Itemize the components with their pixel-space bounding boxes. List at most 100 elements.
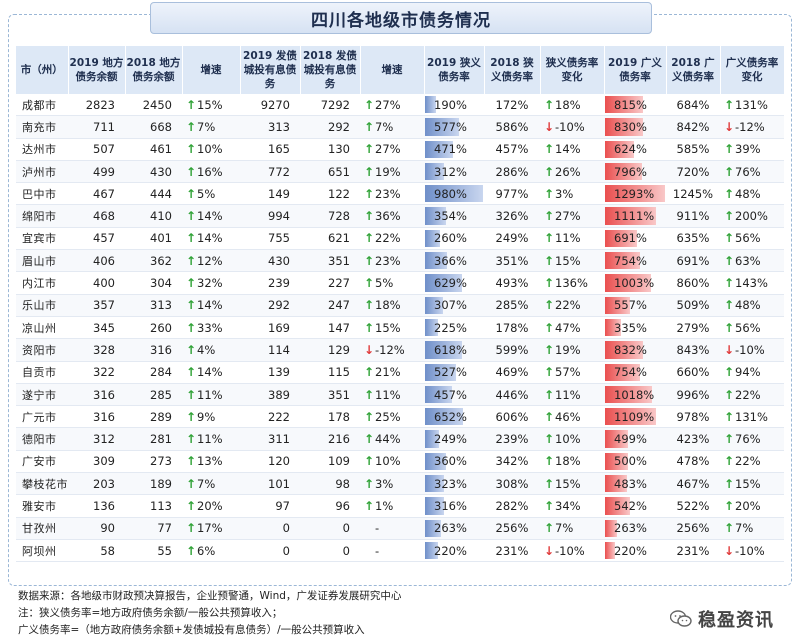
trend-icon: ↑ <box>544 97 555 112</box>
broad-2018: 279% <box>666 316 720 340</box>
ct-2018: 247 <box>300 294 360 317</box>
city-name: 凉山州 <box>16 316 68 340</box>
ct-2018: 7292 <box>300 94 360 117</box>
header-debt2018: 2018 地方债务余额 <box>125 46 183 94</box>
debt-2019: 499 <box>68 160 125 184</box>
trend-icon: ↑ <box>544 231 555 246</box>
growth-cell: ↑11% <box>182 383 240 407</box>
debt-2018: 668 <box>125 115 182 139</box>
trend-icon: ↑ <box>186 119 197 134</box>
trend-icon: ↑ <box>544 209 555 224</box>
narrow-bar <box>425 541 439 560</box>
city-name: 内江市 <box>16 271 68 295</box>
trend-icon: ↑ <box>544 342 555 357</box>
debt-2018: 289 <box>125 405 182 429</box>
growth-value: 36% <box>375 209 401 224</box>
growth-cell: ↑14% <box>182 204 240 228</box>
growth-value: 22% <box>735 387 761 402</box>
broad-bar <box>605 140 634 158</box>
growth-value: 14% <box>197 209 223 224</box>
city-name: 遂宁市 <box>16 383 68 407</box>
ct-2018: 351 <box>300 249 360 273</box>
growth-cell: ↓-10% <box>540 539 604 563</box>
debt-2018: 410 <box>125 204 182 228</box>
narrow-bar <box>425 519 441 537</box>
growth-cell: ↑23% <box>360 182 424 206</box>
narrow-2019-cell: 629% <box>424 271 484 295</box>
growth-cell: ↓-12% <box>360 338 424 362</box>
trend-icon: ↑ <box>364 498 375 513</box>
ct-2018: 130 <box>300 138 360 161</box>
broad-bar <box>605 497 630 515</box>
city-name: 广元市 <box>16 405 68 429</box>
broad-bar <box>605 296 631 314</box>
broad-2019: 335% <box>614 320 647 335</box>
trend-icon: ↑ <box>364 298 375 313</box>
narrow-2018: 446% <box>484 383 540 407</box>
narrow-2019-cell: 316% <box>424 494 484 518</box>
broad-2019-cell: 542% <box>604 494 666 518</box>
broad-2019: 1111% <box>614 209 655 224</box>
narrow-2019: 312% <box>434 164 467 179</box>
growth-cell: ↑136% <box>540 271 604 295</box>
broad-bar <box>605 318 621 337</box>
table-row: 遂宁市 316 285 ↑11% 389 351 ↑11% 457% 446% ↑11% 1018%… <box>16 383 784 407</box>
debt-2019: 711 <box>68 115 125 139</box>
trend-icon: ↑ <box>544 186 555 201</box>
broad-2019-cell: 754% <box>604 361 666 384</box>
trend-icon: ↑ <box>724 253 735 268</box>
trend-icon: ↑ <box>186 543 197 558</box>
header-narrow2019: 2019 狭义债务率 <box>424 46 485 94</box>
growth-cell: ↑12% <box>182 249 240 273</box>
growth-value: 27% <box>375 142 401 157</box>
watermark-text: 稳盈资讯 <box>698 610 774 631</box>
footer-source: 数据来源：各地级市财政预决算报告，企业预警通，Wind，广发证券发展研究中心 <box>18 590 402 602</box>
narrow-2019: 629% <box>434 276 467 291</box>
debt-2019: 312 <box>68 427 125 451</box>
broad-2019: 483% <box>614 476 647 491</box>
growth-value: 22% <box>375 231 401 246</box>
broad-2018: 423% <box>666 427 720 451</box>
narrow-2019: 360% <box>434 454 467 469</box>
narrow-2019: 190% <box>434 97 467 112</box>
narrow-2019-cell: 652% <box>424 405 484 429</box>
broad-2019-cell: 500% <box>604 450 666 474</box>
growth-cell: ↑17% <box>182 517 240 540</box>
growth-cell: ↑39% <box>720 138 784 161</box>
narrow-2018: 249% <box>484 227 540 251</box>
growth-cell: ↑22% <box>720 450 784 474</box>
narrow-2018: 326% <box>484 204 540 228</box>
ct-2018: 129 <box>300 338 360 362</box>
narrow-2019-cell: 307% <box>424 294 484 317</box>
narrow-2019-cell: 312% <box>424 160 484 184</box>
broad-2018: 522% <box>666 494 720 518</box>
narrow-bar <box>425 207 446 225</box>
trend-icon: ↑ <box>186 365 197 380</box>
city-name: 阿坝州 <box>16 539 68 563</box>
narrow-2019-cell: 220% <box>424 539 484 563</box>
narrow-2019-cell: 527% <box>424 361 484 384</box>
trend-icon: ↑ <box>364 365 375 380</box>
broad-2019: 832% <box>614 342 647 357</box>
growth-cell: ↑34% <box>540 494 604 518</box>
growth-cell: ↑143% <box>720 271 784 295</box>
narrow-2019-cell: 980% <box>424 182 484 206</box>
trend-icon: ↑ <box>544 365 555 380</box>
broad-bar <box>605 341 644 359</box>
broad-2019-cell: 335% <box>604 316 666 340</box>
narrow-2018: 178% <box>484 316 540 340</box>
growth-cell: ↑36% <box>360 204 424 228</box>
trend-icon: ↑ <box>186 432 197 447</box>
trend-icon: ↑ <box>186 276 197 291</box>
ct-2019: 772 <box>240 160 300 184</box>
table-row: 巴中市 467 444 ↑5% 149 122 ↑23% 980% 977% ↑3% 1293% 12… <box>16 182 784 206</box>
growth-value: 7% <box>555 521 574 536</box>
growth-value: 9% <box>197 409 216 424</box>
table-row: 内江市 400 304 ↑32% 239 227 ↑5% 629% 493% ↑136% 1003%… <box>16 271 784 295</box>
ct-2019: 292 <box>240 294 300 317</box>
ct-2018: 109 <box>300 450 360 474</box>
city-name: 攀枝花市 <box>16 472 68 496</box>
trend-icon: ↑ <box>186 387 197 402</box>
broad-2019: 1003% <box>614 276 655 291</box>
narrow-2018: 351% <box>484 249 540 273</box>
